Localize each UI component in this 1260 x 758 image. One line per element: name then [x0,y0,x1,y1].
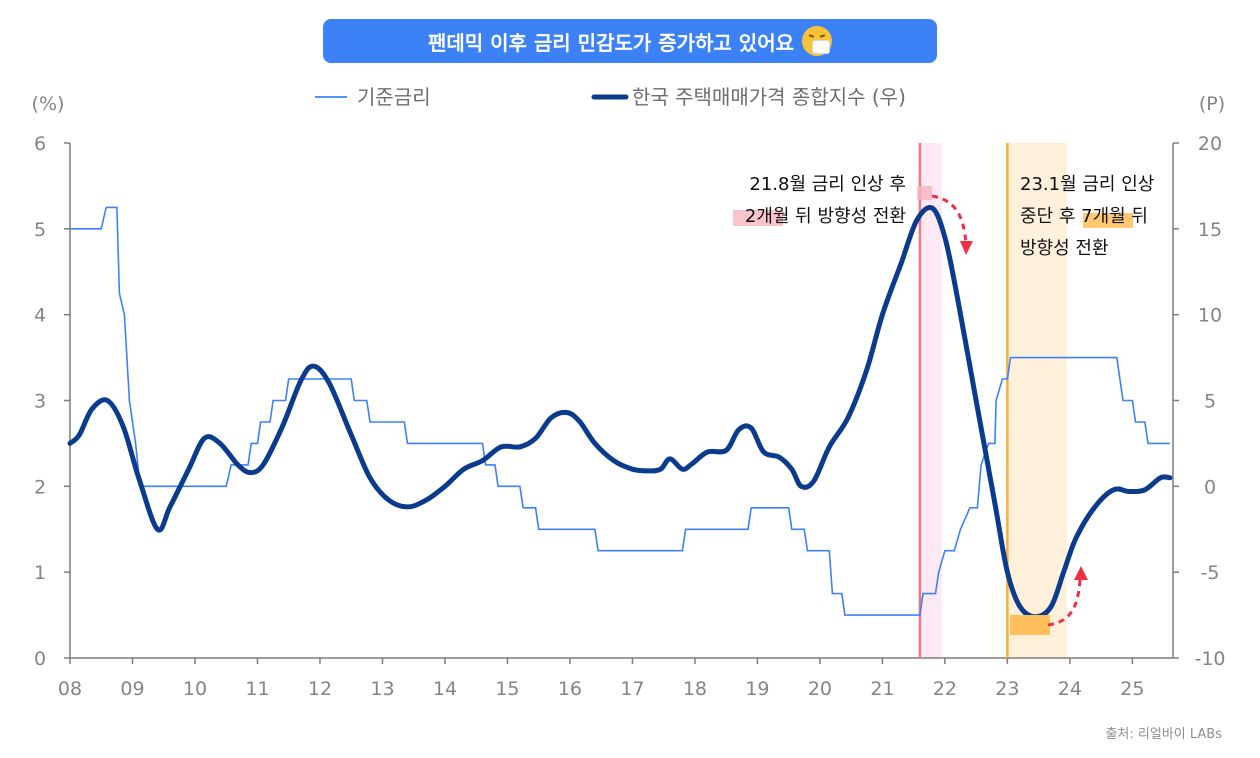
right-tick-label: 15 [1198,219,1222,241]
x-tick-label: 18 [683,678,707,700]
left-tick-label: 6 [34,133,46,155]
left-tick-label: 2 [34,476,46,498]
annotation-2021-line1: 21.8월 금리 인상 후 [749,174,906,195]
highlight-2months [733,210,783,226]
sneezing-face-icon [802,26,832,56]
x-tick-label: 10 [183,678,207,700]
series-housing-index-line [67,205,1173,620]
right-tick-label: 5 [1204,391,1216,413]
x-tick-label: 22 [933,678,957,700]
x-tick-label: 12 [308,678,332,700]
legend-label-base-rate: 기준금리 [357,85,431,109]
left-tick-label: 5 [34,219,46,241]
annotation-2023-line2: 중단 후 7개월 뒤 [1020,206,1148,227]
x-tick-label: 21 [870,678,894,700]
legend-label-housing-index: 한국 주택매매가격 종합지수 (우) [632,85,906,109]
right-tick-label: 10 [1198,305,1222,327]
x-tick-label: 24 [1058,678,1082,700]
highlight-7months [1083,213,1133,228]
left-tick-label: 1 [34,562,46,584]
x-tick-label: 19 [745,678,769,700]
x-tick-label: 17 [620,678,644,700]
right-tick-label: -10 [1194,648,1225,670]
x-tick-label: 08 [58,678,82,700]
highlight-trough [1010,615,1050,635]
x-tick-label: 16 [558,678,582,700]
chart-title: 팬데믹 이후 금리 민감도가 증가하고 있어요 [427,30,794,55]
x-tick-label: 25 [1120,678,1144,700]
arrow-down-head [960,241,973,255]
series-base-rate-line [70,206,1170,616]
x-tick-label: 13 [370,678,394,700]
x-tick-label: 20 [808,678,832,700]
annotation-2023-line3: 방향성 전환 [1020,238,1109,259]
arrow-up-dashed [1047,579,1082,627]
highlight-peak [917,186,932,200]
x-tick-label: 23 [995,678,1019,700]
right-tick-label: -5 [1201,562,1220,584]
left-tick-label: 0 [34,648,46,670]
annotation-2021-line2: 2개월 뒤 방향성 전환 [745,206,906,227]
arrow-up-head [1074,566,1088,580]
annotation-band-2023 [1007,143,1067,658]
chart-title-banner: 팬데믹 이후 금리 민감도가 증가하고 있어요 [323,19,937,63]
annotation-2023-line1: 23.1월 금리 인상 [1020,174,1154,195]
x-tick-label: 15 [495,678,519,700]
left-axis-label: (%) [32,93,65,115]
right-axis-label: (P) [1199,93,1225,115]
left-tick-label: 3 [34,391,46,413]
arrow-down-dashed [931,194,968,246]
left-tick-label: 4 [34,305,46,327]
x-tick-label: 14 [433,678,457,700]
right-tick-label: 20 [1198,133,1222,155]
right-tick-label: 0 [1204,476,1216,498]
x-tick-label: 09 [120,678,144,700]
source-note: 출처: 리얼바이 LABs [1105,727,1222,742]
annotation-band-2021 [919,143,942,658]
x-tick-label: 11 [245,678,269,700]
